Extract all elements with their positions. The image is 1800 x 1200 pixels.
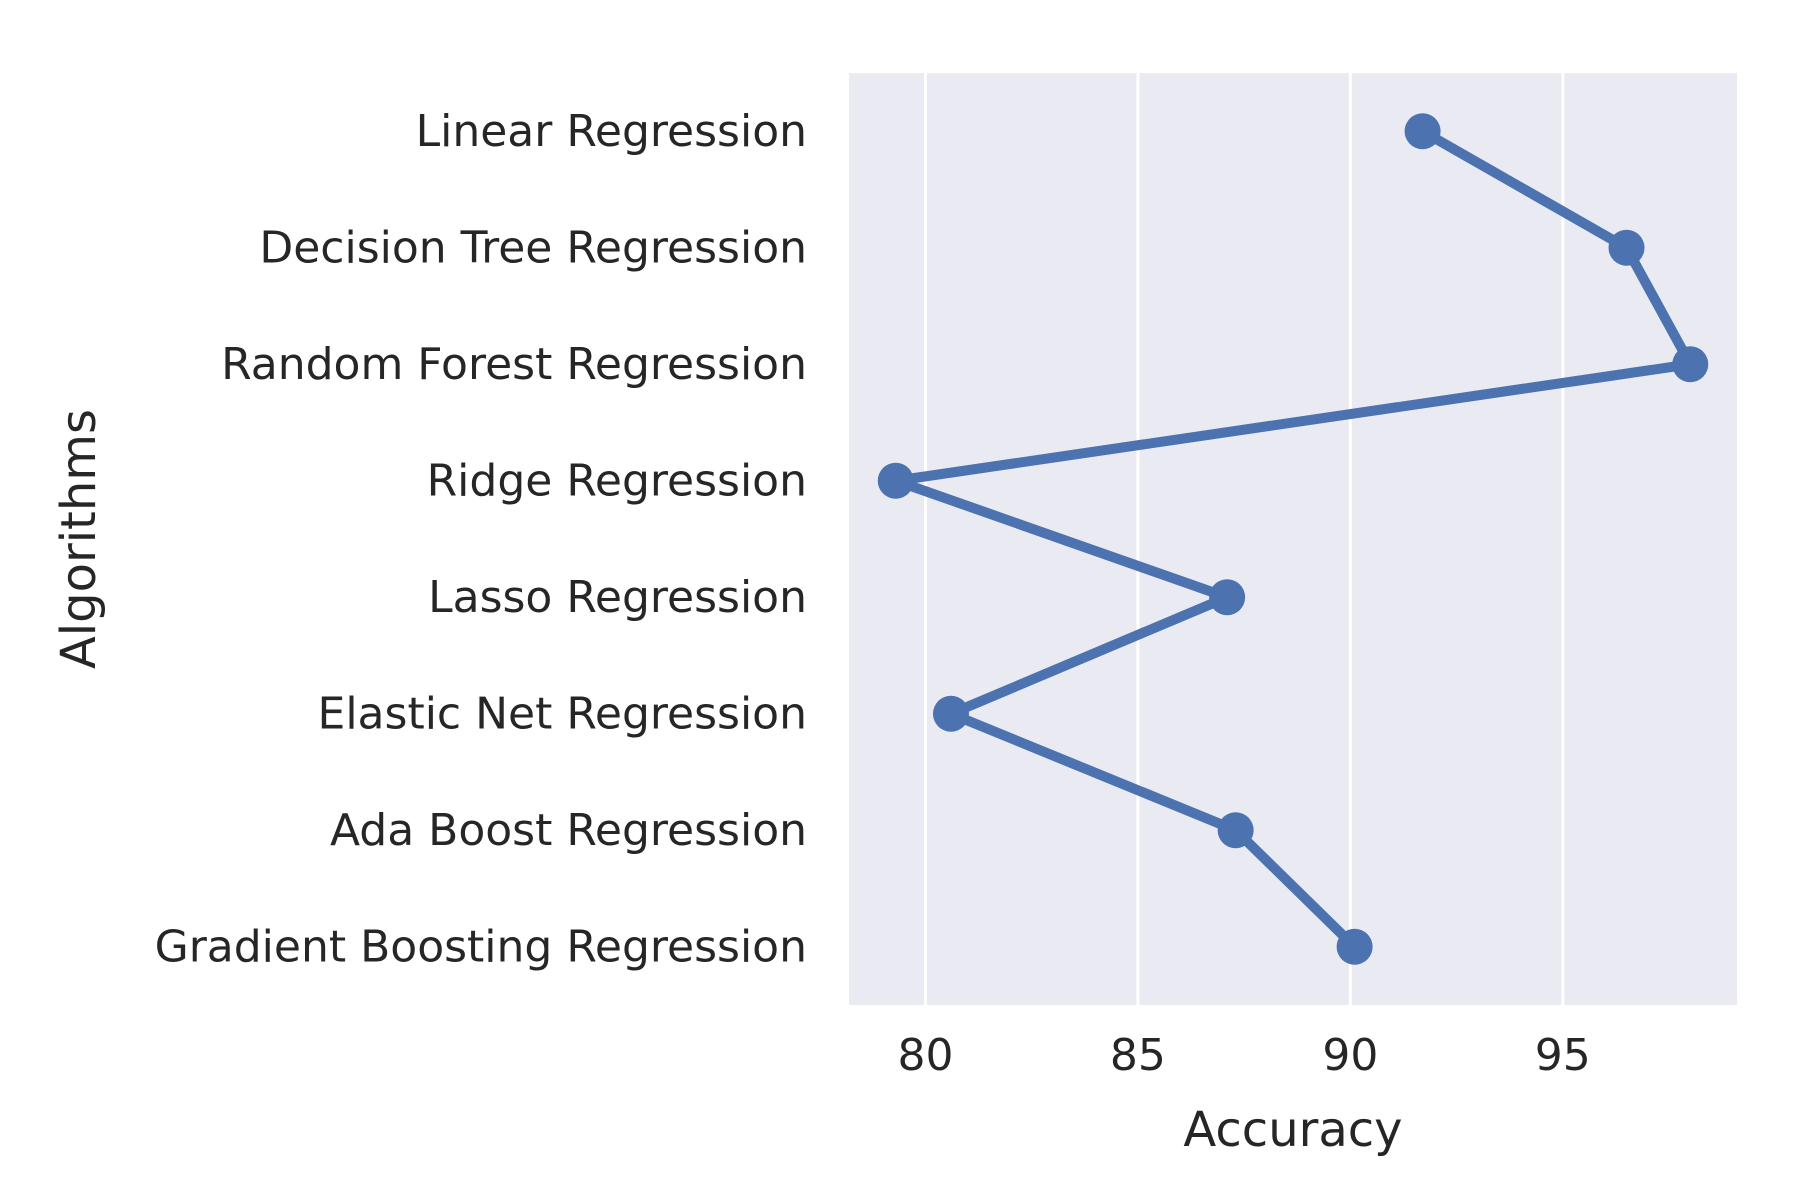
y-tick-label: Ada Boost Regression [330, 805, 807, 856]
data-point [1672, 346, 1709, 383]
y-tick-label: Elastic Net Regression [318, 688, 807, 739]
gridlines [923, 73, 1565, 1005]
y-tick-label: Ridge Regression [427, 455, 807, 506]
y-tick-label: Linear Regression [416, 106, 807, 157]
data-point [1336, 928, 1373, 965]
x-tick-label: 80 [897, 1030, 953, 1081]
x-tick-label: 85 [1110, 1030, 1166, 1081]
data-point [1404, 113, 1441, 150]
y-tick-label: Gradient Boosting Regression [155, 921, 807, 972]
data-point [1209, 579, 1246, 616]
y-tick-label: Random Forest Regression [221, 339, 807, 390]
data-points [877, 113, 1709, 965]
x-tick-label: 90 [1322, 1030, 1378, 1081]
data-point [877, 462, 914, 499]
data-point [932, 695, 969, 732]
y-tick-label: Decision Tree Regression [259, 222, 807, 273]
x-tick-label: 95 [1535, 1030, 1591, 1081]
y-axis-label: Algorithms [51, 409, 107, 669]
data-point [1608, 229, 1645, 266]
y-tick-labels: Linear Regression Decision Tree Regressio… [155, 106, 807, 973]
x-tick-labels: 80 85 90 95 [897, 1030, 1590, 1081]
series-line [890, 126, 1696, 952]
series-line-group [890, 126, 1696, 952]
data-point [1217, 812, 1254, 849]
plot-area [849, 73, 1737, 1005]
y-tick-label: Lasso Regression [428, 572, 807, 623]
x-axis-label: Accuracy [1183, 1102, 1402, 1158]
